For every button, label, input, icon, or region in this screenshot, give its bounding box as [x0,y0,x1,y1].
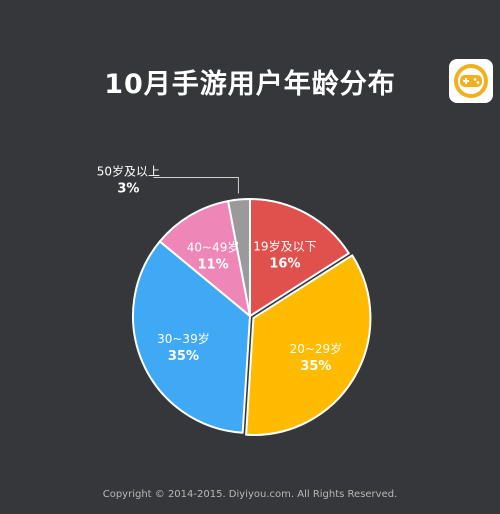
pie-callouts [153,177,239,194]
gamepad-icon [454,64,488,98]
pie-slice-1 [245,254,372,437]
slice-value-3: 11% [198,258,229,273]
slice-label-4: 50岁及以上 [97,164,160,179]
page-title: 10月手游用户年龄分布 [104,69,396,100]
app-logo[interactable] [449,59,493,103]
callout-line-4 [153,177,239,194]
pie-slices [132,198,372,437]
slice-value-4: 3% [117,182,139,197]
slice-value-1: 35% [300,359,331,374]
slice-value-2: 35% [168,349,199,364]
slice-label-1: 20~29岁 [290,341,343,356]
slice-value-0: 16% [269,256,300,271]
copyright-footer: Copyright © 2014-2015. Diyiyou.com. All … [102,489,398,500]
pie-slice-4 [227,198,251,317]
slice-label-3: 40~49岁 [187,240,240,255]
pie-labels: 19岁及以下 16% 20~29岁 35% 30~39岁 35% 40~49岁 11% 50岁及… [97,164,342,374]
pie-slice-3 [158,200,251,317]
slice-label-2: 30~39岁 [157,331,210,346]
pie-slice-2 [132,240,251,434]
pie-slice-0 [249,198,350,317]
slice-label-0: 19岁及以下 [253,238,316,253]
